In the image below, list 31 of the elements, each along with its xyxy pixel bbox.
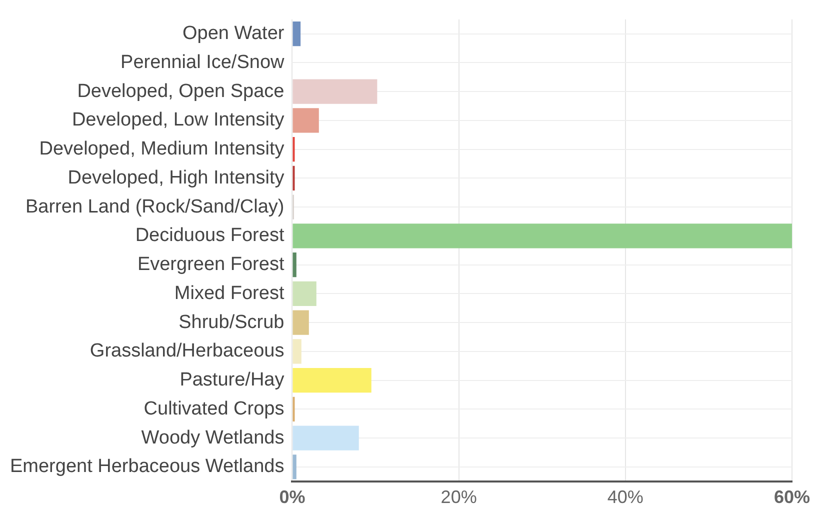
y-tick-label: Mixed Forest [174, 282, 285, 304]
x-tick-label: 0% [279, 487, 306, 508]
bar [292, 310, 309, 335]
bar [292, 21, 301, 46]
bar [292, 79, 378, 104]
y-tick-label: Developed, Low Intensity [72, 110, 285, 131]
x-tick-label: 40% [607, 487, 644, 508]
y-tick-label: Evergreen Forest [137, 254, 285, 276]
bar [292, 454, 296, 480]
y-tick-label: Cultivated Crops [144, 398, 284, 420]
y-tick-label: Woody Wetlands [141, 427, 284, 448]
y-tick-label: Grassland/Herbaceous [90, 340, 284, 362]
y-tick-label: Pasture/Hay [180, 370, 285, 391]
bar [292, 368, 372, 393]
y-tick-label: Developed, High Intensity [68, 167, 285, 188]
x-tick-label: 20% [440, 487, 477, 508]
y-tick-label: Perennial Ice/Snow [120, 52, 285, 73]
y-tick-label: Open Water [182, 23, 285, 44]
bar [292, 252, 296, 278]
y-tick-label: Developed, Open Space [77, 80, 284, 102]
y-tick-label: Shrub/Scrub [178, 312, 284, 333]
bar [292, 426, 359, 450]
y-tick-label: Emergent Herbaceous Wetlands [10, 456, 284, 478]
bar [292, 339, 302, 364]
y-tick-label: Deciduous Forest [135, 225, 285, 246]
bar [292, 281, 316, 306]
y-tick-label: Barren Land (Rock/Sand/Clay) [25, 196, 284, 218]
y-tick-label: Developed, Medium Intensity [39, 138, 285, 160]
x-tick-label: 60% [774, 487, 810, 508]
bar [292, 108, 319, 133]
bar [292, 224, 792, 248]
